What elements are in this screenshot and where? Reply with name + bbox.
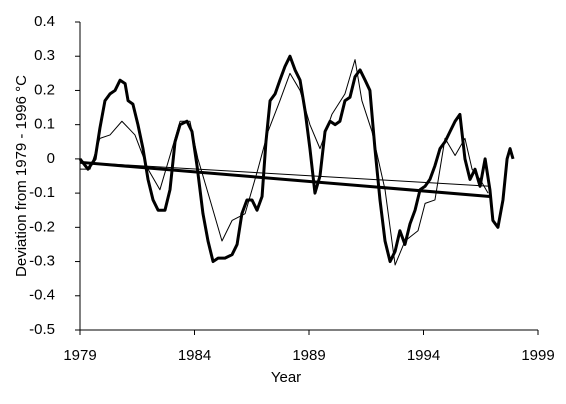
y-tick-label: 0 bbox=[47, 150, 55, 167]
series-line bbox=[78, 54, 515, 264]
y-tick-label: -0.1 bbox=[29, 184, 55, 201]
y-tick-label: 0.3 bbox=[34, 47, 55, 64]
y-tick-label: -0.5 bbox=[29, 321, 55, 338]
x-tick-label: 1989 bbox=[292, 347, 325, 364]
x-tick-label: 1979 bbox=[63, 347, 96, 364]
x-tick-label: 1999 bbox=[521, 347, 554, 364]
series-line bbox=[80, 59, 489, 266]
y-axis-label: Deviation from 1979 - 1996 °C bbox=[13, 75, 30, 277]
series-line bbox=[79, 161, 490, 187]
y-tick-label: -0.4 bbox=[29, 287, 55, 304]
y-tick-label: 0.1 bbox=[34, 116, 55, 133]
series-line bbox=[79, 160, 491, 199]
y-tick-label: -0.3 bbox=[29, 253, 55, 270]
y-tick-label: 0.4 bbox=[34, 13, 55, 30]
x-tick-label: 1984 bbox=[178, 347, 211, 364]
y-tick-label: 0.2 bbox=[34, 81, 55, 98]
x-tick-label: 1994 bbox=[407, 347, 440, 364]
x-axis-label: Year bbox=[271, 369, 301, 386]
y-tick-label: -0.2 bbox=[29, 218, 55, 235]
